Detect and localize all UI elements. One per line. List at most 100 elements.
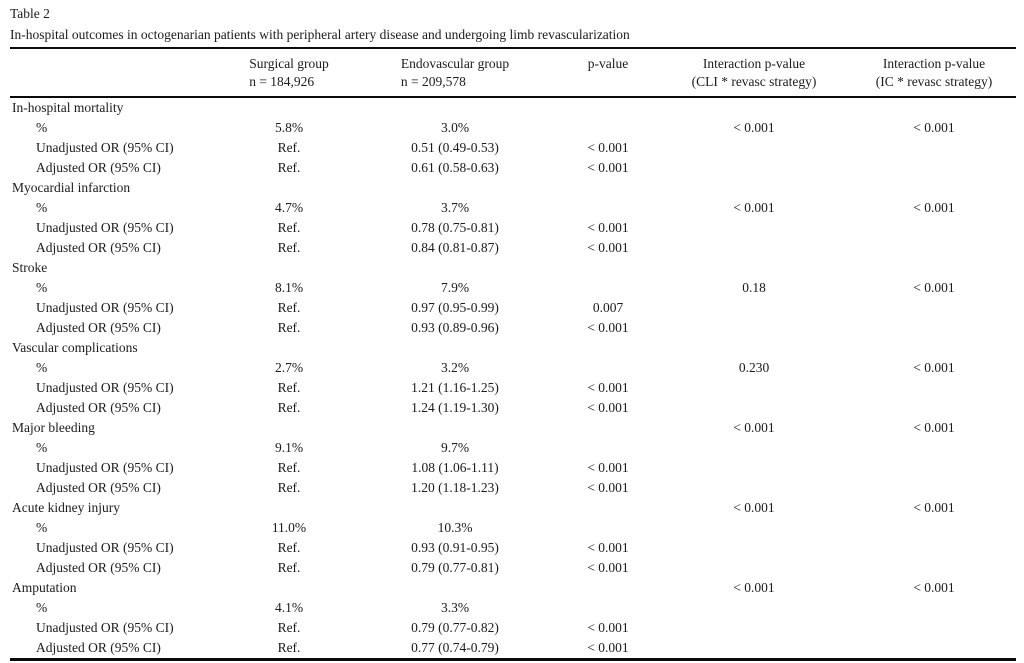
row-label: % [36, 600, 48, 615]
cell-interaction-cli: < 0.001 [733, 500, 775, 515]
table-row: Adjusted OR (95% CI) Ref. 0.93 (0.89-0.96)… [10, 318, 1016, 338]
column-header-p-value: p-value [560, 48, 656, 97]
column-header-line1: Interaction p-value [882, 56, 986, 71]
table-body: In-hospital mortality% 5.8% 3.0% < 0.001 < 0… [10, 97, 1016, 660]
cell-p-value: < 0.001 [587, 220, 629, 235]
cell-p-value: < 0.001 [587, 560, 629, 575]
cell-interaction-ic: < 0.001 [913, 500, 955, 515]
table-row: % 8.1% 7.9% 0.18 < 0.001 [10, 278, 1016, 298]
cell-endovascular: 1.08 (1.06-1.11) [411, 460, 499, 475]
cell-surgical: Ref. [277, 640, 301, 655]
row-label: Adjusted OR (95% CI) [36, 400, 161, 415]
table-row: % 5.8% 3.0% < 0.001 < 0.001 [10, 118, 1016, 138]
row-label: % [36, 120, 48, 135]
table-row: Adjusted OR (95% CI) Ref. 0.79 (0.77-0.81)… [10, 558, 1016, 578]
cell-interaction-cli: 0.230 [738, 360, 770, 375]
cell-surgical: Ref. [277, 240, 301, 255]
table-row: Adjusted OR (95% CI) Ref. 0.61 (0.58-0.63)… [10, 158, 1016, 178]
cell-endovascular: 1.21 (1.16-1.25) [411, 380, 499, 395]
cell-surgical: Ref. [277, 400, 301, 415]
row-label: In-hospital mortality [12, 100, 124, 115]
cell-interaction-ic [852, 398, 1016, 418]
table-row: Unadjusted OR (95% CI) Ref. 0.93 (0.91-0.9… [10, 538, 1016, 558]
table-row: Unadjusted OR (95% CI) Ref. 1.21 (1.16-1.2… [10, 378, 1016, 398]
row-label: Unadjusted OR (95% CI) [36, 540, 174, 555]
cell-interaction-ic [852, 598, 1016, 618]
table-row: % 11.0% 10.3% [10, 518, 1016, 538]
table-section-row: Acute kidney injury < 0.001 < 0.001 [10, 498, 1016, 518]
cell-interaction-ic: < 0.001 [913, 120, 955, 135]
cell-interaction-cli [656, 338, 852, 358]
row-label: Adjusted OR (95% CI) [36, 640, 161, 655]
cell-interaction-ic [852, 318, 1016, 338]
column-header-endovascular-group: Endovascular group n = 209,578 [350, 48, 560, 97]
row-label: Unadjusted OR (95% CI) [36, 220, 174, 235]
cell-p-value: < 0.001 [587, 160, 629, 175]
cell-interaction-ic: < 0.001 [913, 360, 955, 375]
cell-interaction-ic [852, 338, 1016, 358]
cell-interaction-ic [852, 518, 1016, 538]
cell-interaction-ic [852, 258, 1016, 278]
cell-endovascular: 0.61 (0.58-0.63) [411, 160, 499, 175]
cell-surgical: Ref. [277, 460, 301, 475]
cell-surgical [228, 498, 350, 518]
cell-interaction-ic [852, 458, 1016, 478]
cell-endovascular: 0.93 (0.89-0.96) [411, 320, 499, 335]
cell-p-value: 0.007 [592, 300, 624, 315]
row-label: % [36, 520, 48, 535]
column-header-empty [10, 48, 228, 97]
cell-endovascular: 3.3% [440, 600, 470, 615]
row-label: Major bleeding [12, 420, 95, 435]
cell-surgical: Ref. [277, 320, 301, 335]
cell-endovascular: 0.84 (0.81-0.87) [411, 240, 499, 255]
row-label: Vascular complications [12, 340, 138, 355]
cell-endovascular: 0.79 (0.77-0.82) [411, 620, 499, 635]
header-row: Surgical group n = 184,926 Endovascular … [10, 48, 1016, 97]
cell-surgical: Ref. [277, 540, 301, 555]
table-row: Adjusted OR (95% CI) Ref. 0.84 (0.81-0.87)… [10, 238, 1016, 258]
cell-interaction-cli [656, 318, 852, 338]
table-row: % 4.7% 3.7% < 0.001 < 0.001 [10, 198, 1016, 218]
cell-p-value: < 0.001 [587, 620, 629, 635]
cell-interaction-cli: < 0.001 [733, 420, 775, 435]
cell-p-value [560, 338, 656, 358]
cell-interaction-cli: < 0.001 [733, 120, 775, 135]
cell-interaction-ic: < 0.001 [913, 580, 955, 595]
cell-interaction-cli [656, 378, 852, 398]
cell-surgical: Ref. [277, 300, 301, 315]
cell-endovascular: 0.97 (0.95-0.99) [411, 300, 499, 315]
cell-interaction-cli [656, 178, 852, 198]
cell-interaction-cli [656, 298, 852, 318]
cell-interaction-ic [852, 618, 1016, 638]
cell-p-value: < 0.001 [587, 480, 629, 495]
cell-endovascular: 10.3% [437, 520, 473, 535]
cell-p-value [560, 578, 656, 598]
cell-p-value [560, 97, 656, 118]
cell-surgical: Ref. [277, 160, 301, 175]
table-row: Adjusted OR (95% CI) Ref. 1.20 (1.18-1.23)… [10, 478, 1016, 498]
cell-surgical: 5.8% [274, 120, 304, 135]
cell-endovascular [350, 498, 560, 518]
cell-endovascular: 0.77 (0.74-0.79) [411, 640, 499, 655]
table-section-row: Myocardial infarction [10, 178, 1016, 198]
outcomes-table: Surgical group n = 184,926 Endovascular … [10, 47, 1016, 661]
cell-interaction-ic [852, 178, 1016, 198]
row-label: Unadjusted OR (95% CI) [36, 300, 174, 315]
cell-endovascular: 0.93 (0.91-0.95) [411, 540, 499, 555]
column-header-interaction-cli: Interaction p-value (CLI * revasc strate… [656, 48, 852, 97]
cell-surgical [228, 578, 350, 598]
cell-interaction-ic [852, 478, 1016, 498]
cell-p-value [560, 418, 656, 438]
cell-interaction-cli: < 0.001 [733, 580, 775, 595]
column-header-line2: (IC * revasc strategy) [875, 74, 993, 89]
cell-interaction-cli [656, 638, 852, 660]
cell-surgical: Ref. [277, 560, 301, 575]
cell-surgical [228, 418, 350, 438]
cell-endovascular [350, 178, 560, 198]
cell-interaction-cli [656, 618, 852, 638]
cell-endovascular: 3.0% [440, 120, 470, 135]
row-label: Unadjusted OR (95% CI) [36, 380, 174, 395]
table-row: Unadjusted OR (95% CI) Ref. 0.97 (0.95-0.9… [10, 298, 1016, 318]
cell-endovascular [350, 418, 560, 438]
cell-surgical: 2.7% [274, 360, 304, 375]
